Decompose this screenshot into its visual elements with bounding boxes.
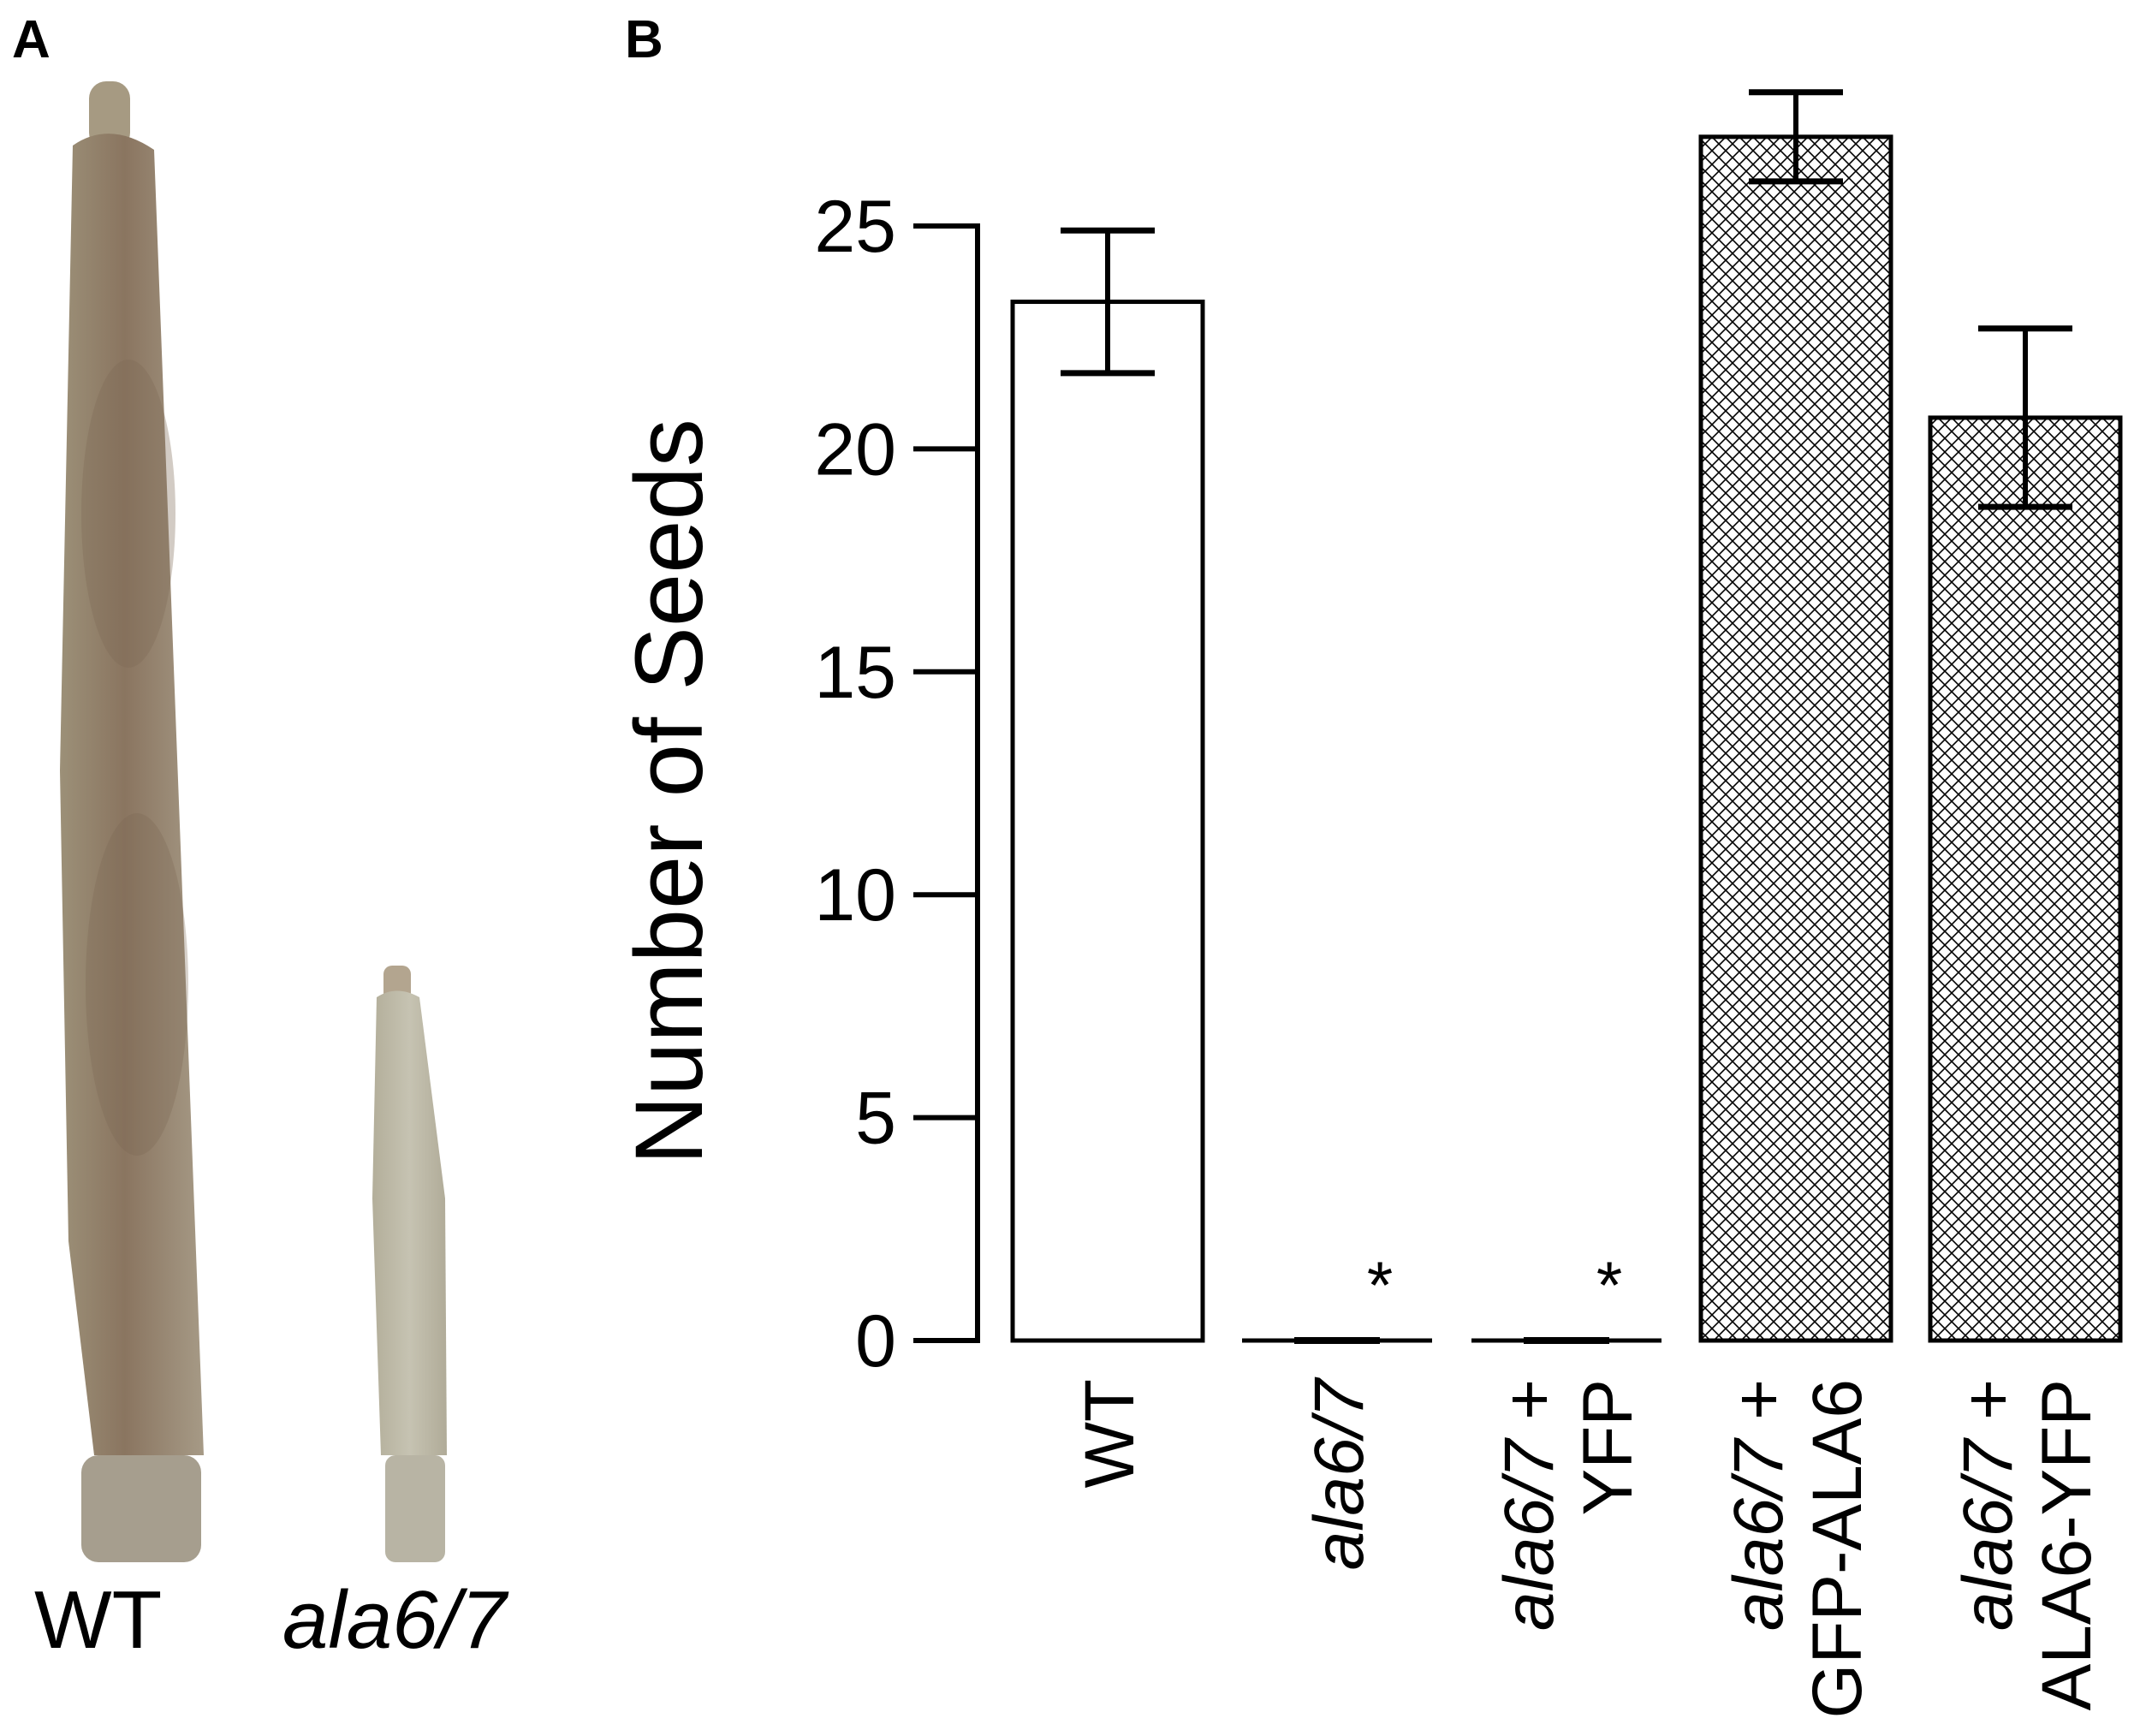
y-tick-label-15: 15	[814, 632, 896, 714]
bar-0	[1010, 300, 1205, 1343]
significance-marker-1: *	[1367, 1247, 1393, 1323]
bar-3	[1698, 134, 1893, 1343]
x-tick-label-2-line-0: ala6/7 +	[1490, 1379, 1568, 1631]
y-tick-label-25: 25	[814, 186, 896, 268]
error-bars: * *	[1061, 89, 2072, 1323]
bar-4	[1928, 415, 2123, 1343]
x-tick-label-3-line-0: ala6/7 +	[1720, 1379, 1798, 1631]
panel-a-letter: A	[12, 10, 51, 69]
x-tick-label-4-line-1: ALA6-YFP	[2028, 1379, 2106, 1710]
photo-label-mutant: ala6/7	[282, 1574, 507, 1666]
y-axis-label: Number of Seeds	[615, 419, 722, 1165]
category-labels: WT ala6/7 ala6/7 + YFP ala6/7 + GFP-ALA6 ala6/…	[1071, 1376, 2106, 1719]
significance-marker-2: *	[1596, 1247, 1622, 1323]
x-tick-label-2-line-1: YFP	[1569, 1379, 1647, 1515]
y-tick-label-5: 5	[855, 1078, 896, 1160]
x-tick-label-1-line-0: ala6/7	[1300, 1376, 1378, 1571]
y-tick-label-20: 20	[814, 408, 896, 490]
mutant-silique	[372, 966, 447, 1562]
y-tick-label-0: 0	[855, 1300, 896, 1382]
wt-silique	[60, 81, 204, 1562]
x-tick-label-3-line-1: GFP-ALA6	[1798, 1379, 1876, 1718]
panel-b-letter: B	[625, 10, 663, 69]
x-tick-label-0-line-0: WT	[1071, 1379, 1149, 1488]
photo-label-wt: WT	[34, 1574, 163, 1666]
y-tick-label-10: 10	[814, 854, 896, 936]
y-axis: 0 5 10 15 20 25 Number of Seeds	[615, 186, 980, 1382]
bars	[1010, 134, 2123, 1344]
x-tick-label-4-line-0: ala6/7 +	[1949, 1379, 2027, 1631]
